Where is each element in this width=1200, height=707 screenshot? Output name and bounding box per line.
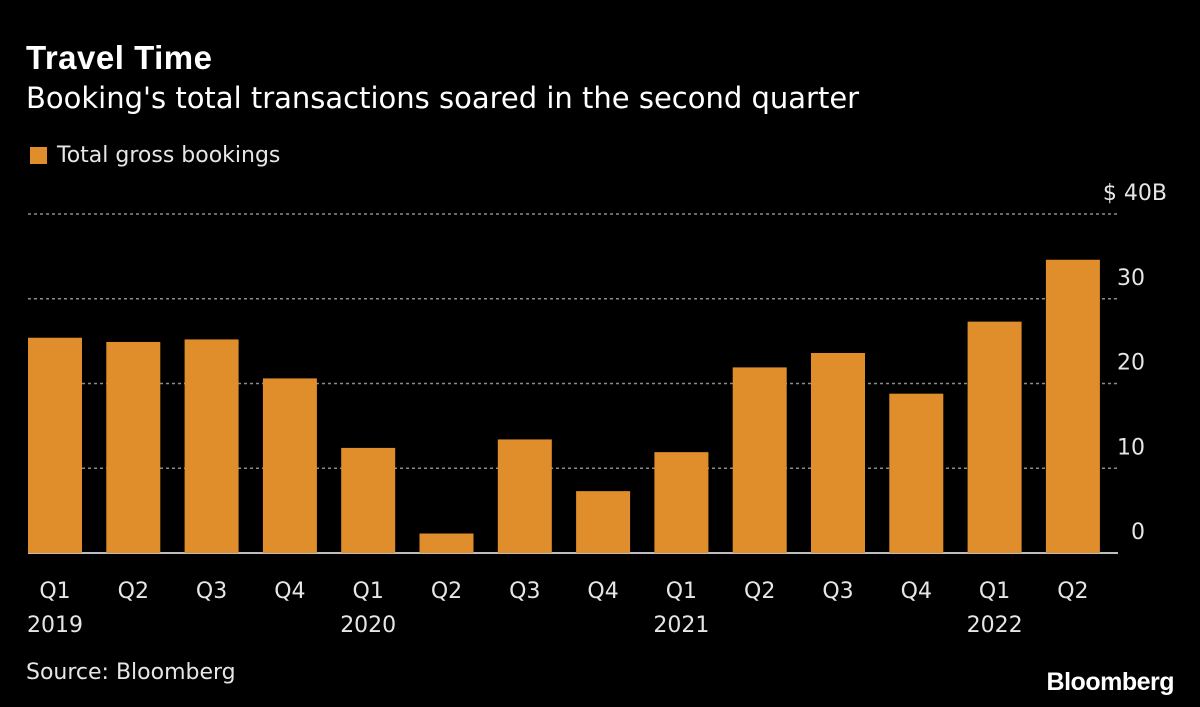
y-tick-label: 0 [1131, 520, 1145, 545]
x-tick-label: Q3 [196, 579, 227, 604]
x-axis-ticks: Q1 2019 Q2 Q3 Q4 Q1 2020 Q2 Q3 Q4 Q1 2021 Q2 Q3 Q4 Q1 20… [27, 579, 1089, 638]
y-tick-label: $ 40B [1103, 181, 1167, 206]
y-tick-label: 20 [1117, 351, 1145, 376]
legend: Total gross bookings [30, 143, 280, 168]
y-tick-label: 30 [1117, 266, 1145, 291]
bar-q2-2020 [419, 533, 474, 553]
bar-q3-2021 [811, 352, 865, 553]
y-tick-label: 10 [1117, 435, 1145, 460]
x-tick-label: Q3 [509, 579, 540, 604]
bar-q1-2020 [341, 447, 396, 553]
chart-subtitle: Booking's total transactions soared in t… [26, 81, 860, 115]
x-year-label: 2021 [653, 613, 709, 638]
x-tick-label: Q4 [274, 579, 305, 604]
bars [28, 259, 1100, 553]
bar-q2-2022 [1045, 259, 1100, 553]
x-tick-label: Q4 [901, 579, 932, 604]
bar-q1-2022 [967, 321, 1022, 553]
bloomberg-logo: Bloomberg [1046, 668, 1175, 696]
x-tick-label: Q2 [431, 579, 462, 604]
x-tick-label: Q1 [39, 579, 70, 604]
bar-q4-2020 [576, 491, 631, 553]
bar-q1-2021 [654, 452, 709, 553]
bar-q3-2020 [497, 439, 552, 553]
bar-q1-2019 [28, 337, 82, 553]
x-tick-label: Q1 [666, 579, 697, 604]
chart-title: Travel Time [26, 39, 213, 76]
x-tick-label: Q1 [979, 579, 1010, 604]
x-tick-label: Q1 [353, 579, 384, 604]
bar-q2-2021 [732, 367, 787, 553]
x-year-label: 2020 [340, 613, 396, 638]
x-tick-label: Q4 [587, 579, 618, 604]
bar-q4-2019 [262, 378, 317, 553]
legend-label: Total gross bookings [57, 143, 281, 168]
x-tick-label: Q2 [118, 579, 149, 604]
x-tick-label: Q3 [822, 579, 853, 604]
bar-q2-2019 [106, 341, 161, 553]
x-year-label: 2022 [967, 613, 1023, 638]
x-tick-label: Q2 [1057, 579, 1088, 604]
bar-q3-2019 [184, 339, 239, 553]
legend-swatch [30, 147, 47, 164]
x-tick-label: Q2 [744, 579, 775, 604]
bar-q4-2021 [889, 393, 944, 553]
source-note: Source: Bloomberg [26, 660, 236, 685]
y-axis-ticks: 0 10 20 30 $ 40B [1103, 181, 1167, 545]
x-year-label: 2019 [27, 613, 83, 638]
